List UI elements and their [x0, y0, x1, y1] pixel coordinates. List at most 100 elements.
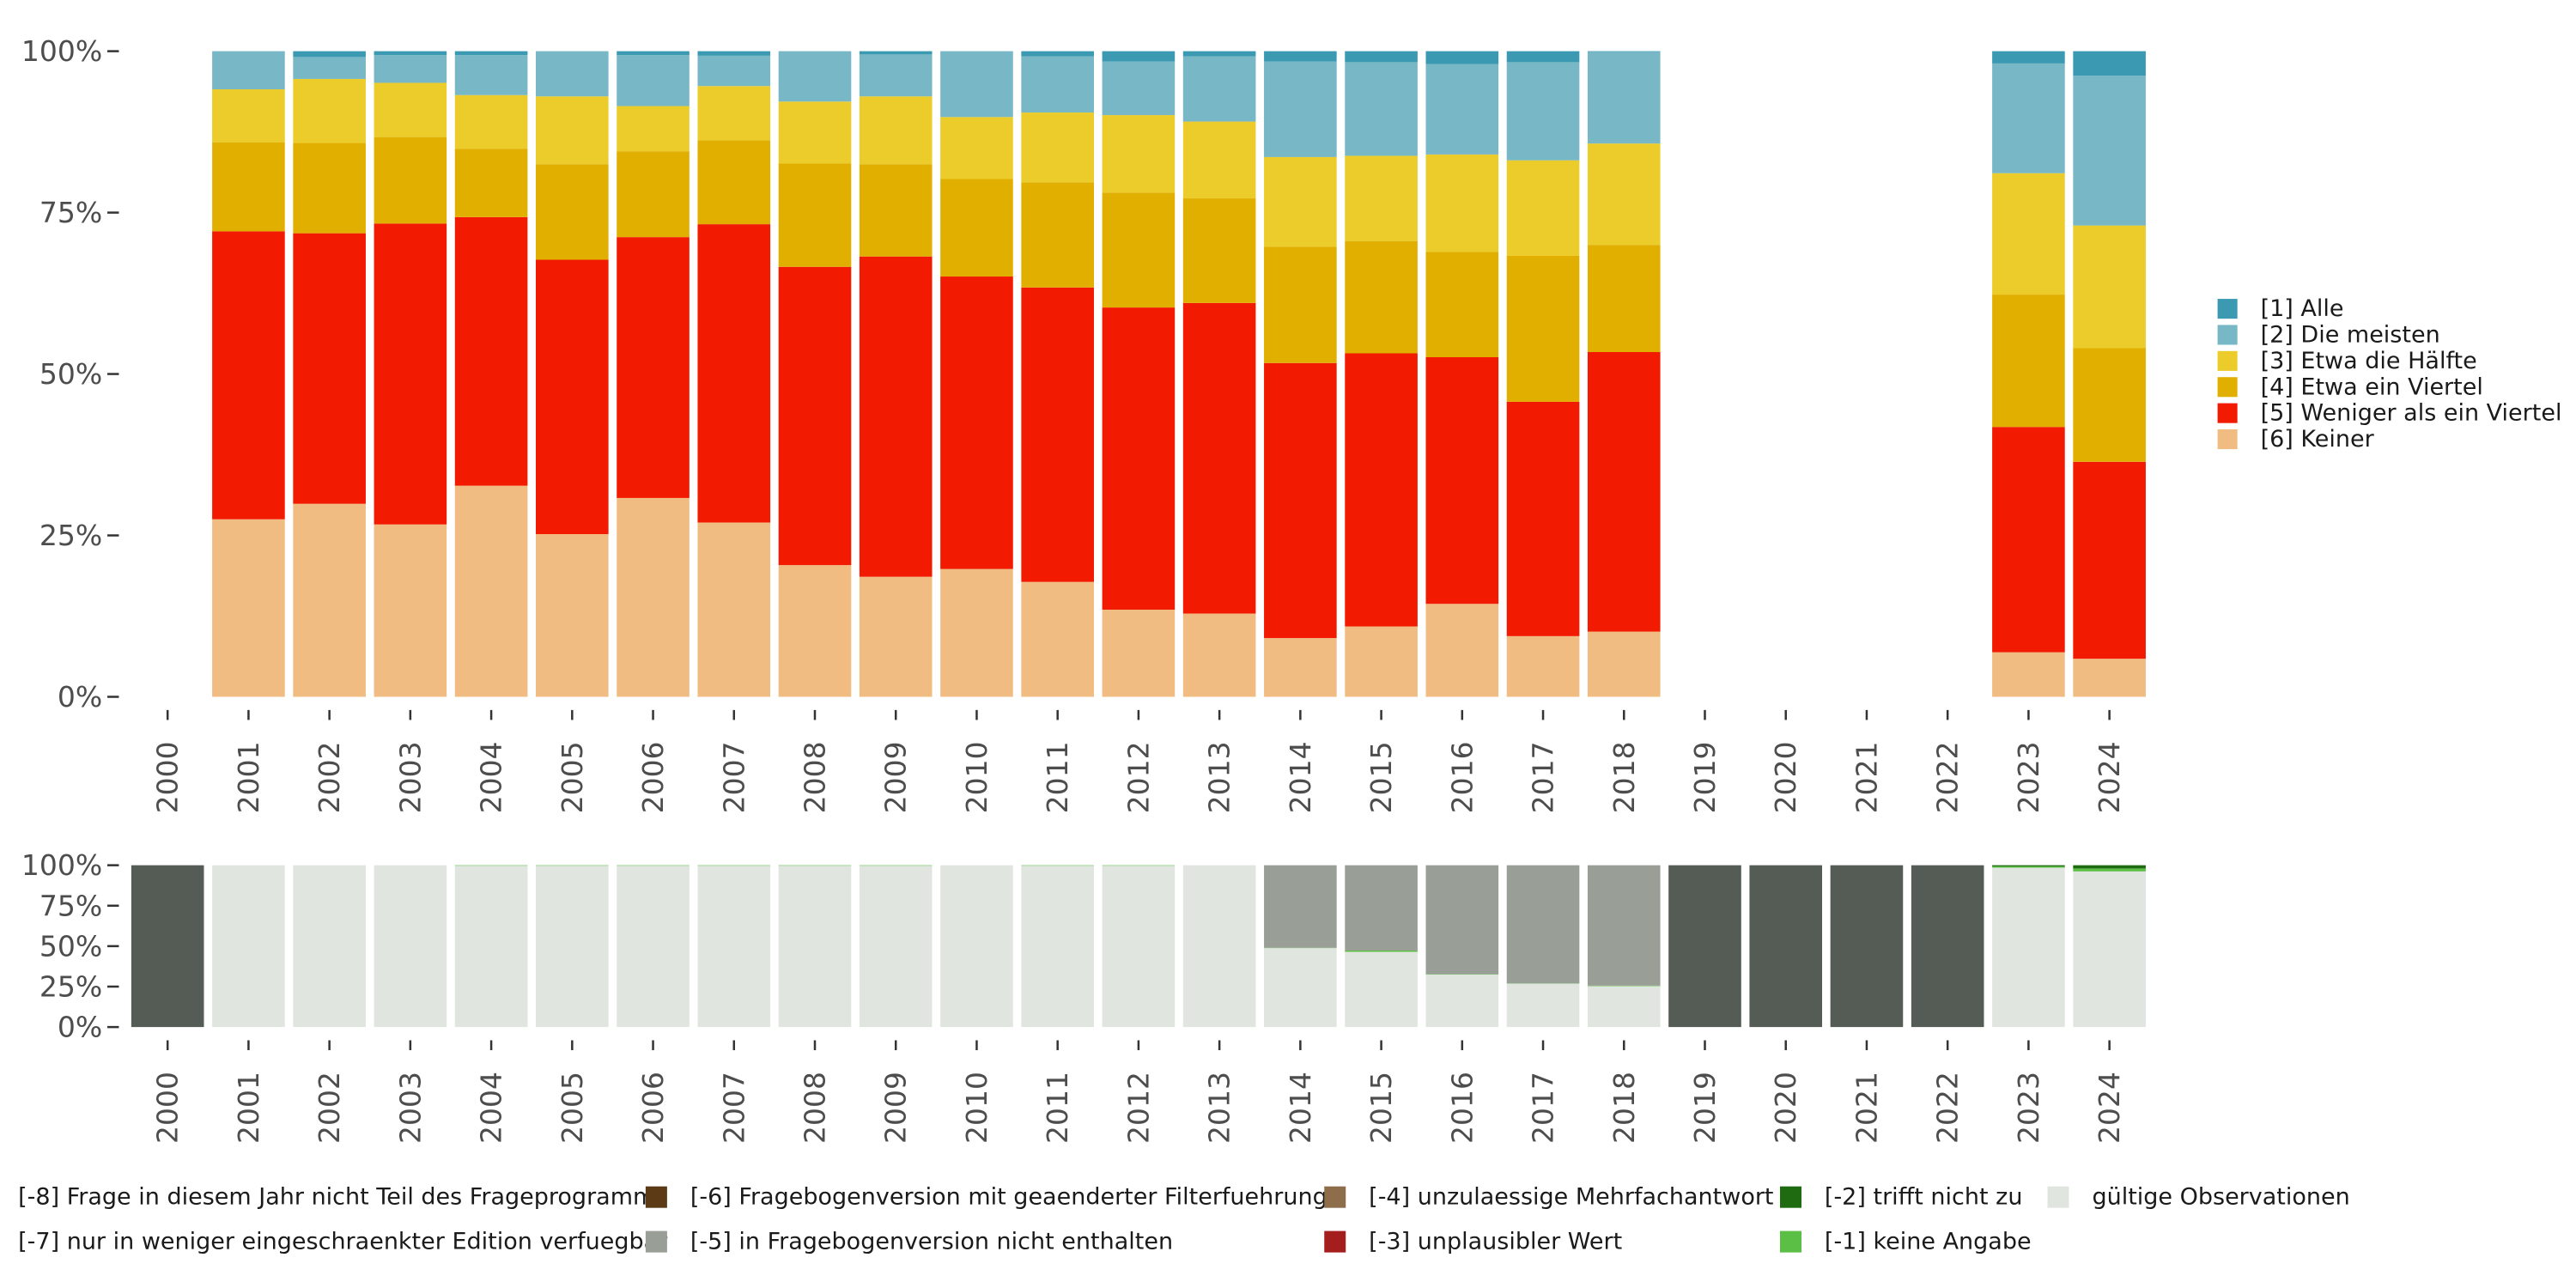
bar-segment-2013-5-weniger-als-ein-viertel	[1182, 302, 1256, 614]
bar-segment-2012-2-die-meisten	[1102, 61, 1176, 116]
x-tick-label: 2003	[393, 1072, 427, 1144]
x-tick-label: 2001	[232, 1072, 265, 1144]
x-tick-label: 2015	[1364, 1072, 1398, 1144]
bar-segment-2023-4-etwa-ein-viertel	[1992, 295, 2065, 428]
bar-segment-2018-4-etwa-ein-viertel	[1587, 245, 1661, 352]
bottom-chart-legend: [-8] Frage in diesem Jahr nicht Teil des…	[18, 1184, 2350, 1255]
x-tick-label: 2006	[636, 741, 670, 813]
bar-segment-2024-1-keine-angabe	[2073, 868, 2146, 872]
bar-segment-2009-6-keiner	[859, 576, 933, 697]
bar-segment-2008-g-ltige-observationen	[778, 866, 852, 1028]
x-tick-label: 2018	[1607, 741, 1641, 813]
bar-segment-2009-g-ltige-observationen	[859, 866, 933, 1028]
legend-key-5-in-fragebogenversion-nicht-enthalten	[645, 1230, 667, 1253]
bar-segment-2013-g-ltige-observationen	[1182, 865, 1256, 1028]
legend-key-4-unzulaessige-mehrfachantwort	[1324, 1186, 1346, 1208]
bar-segment-2010-4-etwa-ein-viertel	[940, 179, 1013, 277]
x-tick-label: 2003	[393, 741, 427, 813]
bar-segment-2018-g-ltige-observationen	[1587, 986, 1661, 1028]
legend-key-4-etwa-ein-viertel	[2217, 377, 2238, 398]
y-tick-label: 0%	[58, 680, 102, 714]
bar-segment-2018-5-in-fragebogenversion-nicht-enthalten	[1587, 865, 1661, 986]
bar-segment-2004-2-die-meisten	[454, 55, 528, 95]
bar-segment-2014-4-etwa-ein-viertel	[1264, 246, 1337, 363]
bar-segment-2024-g-ltige-observationen	[2073, 871, 2146, 1028]
bar-segment-2011-2-die-meisten	[1021, 56, 1094, 113]
bar-segment-2018-3-etwa-die-h-lfte	[1587, 143, 1661, 246]
bar-segment-2009-1-alle	[859, 51, 933, 55]
legend-label-3-etwa-die-h-lfte: [3] Etwa die Hälfte	[2261, 348, 2477, 374]
bar-segment-2013-1-alle	[1182, 51, 1256, 57]
x-tick-label: 2011	[1041, 1072, 1074, 1144]
x-tick-label: 2022	[1931, 741, 1965, 813]
bar-segment-2015-2-die-meisten	[1345, 62, 1418, 156]
bar-segment-2009-2-die-meisten	[859, 54, 933, 97]
bar-segment-2004-g-ltige-observationen	[454, 866, 528, 1028]
bar-segment-2014-6-keiner	[1264, 638, 1337, 697]
top-chart-legend: [1] Alle[2] Die meisten[3] Etwa die Hälf…	[2217, 295, 2562, 453]
bar-segment-2024-2-die-meisten	[2073, 76, 2146, 226]
bar-segment-2014-g-ltige-observationen	[1264, 948, 1337, 1028]
bar-segment-2003-6-keiner	[374, 524, 447, 697]
bar-segment-2004-5-weniger-als-ein-viertel	[454, 216, 528, 486]
x-tick-label: 2020	[1769, 741, 1802, 813]
legend-label-g-ltige-observationen: gültige Observationen	[2092, 1184, 2349, 1211]
bar-segment-2002-6-keiner	[293, 503, 366, 697]
x-tick-label: 2012	[1121, 1072, 1155, 1144]
legend-label-6-keiner: [6] Keiner	[2261, 426, 2375, 453]
x-tick-label: 2005	[556, 1072, 589, 1144]
x-tick-label: 2000	[151, 1072, 185, 1144]
bar-segment-2014-2-die-meisten	[1264, 61, 1337, 157]
x-tick-label: 2007	[717, 1072, 750, 1144]
x-tick-label: 2004	[475, 741, 508, 813]
bar-segment-2010-g-ltige-observationen	[940, 865, 1013, 1028]
bar-segment-2006-6-keiner	[617, 497, 690, 697]
x-tick-label: 2002	[313, 1072, 346, 1144]
legend-key-6-keiner	[2217, 428, 2238, 450]
legend-label-5-weniger-als-ein-viertel: [5] Weniger als ein Viertel	[2261, 400, 2562, 427]
bar-segment-2018-1-keine-angabe	[1587, 985, 1661, 987]
bar-segment-2015-5-in-fragebogenversion-nicht-enthalten	[1345, 865, 1418, 951]
legend-label-6-fragebogenversion-mit-geaenderter-filterfuehrung: [-6] Fragebogenversion mit geaenderter F…	[690, 1184, 1327, 1211]
y-tick-label: 75%	[39, 196, 102, 229]
bar-segment-2012-6-keiner	[1102, 610, 1176, 697]
bar-segment-2010-2-die-meisten	[940, 51, 1013, 118]
bar-segment-2001-3-etwa-die-h-lfte	[212, 88, 285, 143]
bar-segment-2017-2-die-meisten	[1506, 62, 1580, 161]
bar-segment-2016-3-etwa-die-h-lfte	[1425, 154, 1499, 252]
legend-key-5-weniger-als-ein-viertel	[2217, 403, 2238, 423]
legend-key-1-keine-angabe	[1779, 1230, 1801, 1253]
bar-segment-2001-2-die-meisten	[212, 51, 285, 89]
bar-segment-2015-1-alle	[1345, 51, 1418, 63]
bar-segment-2008-5-weniger-als-ein-viertel	[778, 266, 852, 566]
bar-segment-2010-5-weniger-als-ein-viertel	[940, 276, 1013, 569]
y-tick-label: 100%	[21, 848, 102, 882]
x-tick-label: 2006	[636, 1072, 670, 1144]
x-tick-label: 2019	[1688, 741, 1722, 813]
bar-segment-2013-3-etwa-die-h-lfte	[1182, 121, 1256, 199]
bar-segment-2007-5-weniger-als-ein-viertel	[697, 224, 771, 523]
bar-segment-2016-4-etwa-ein-viertel	[1425, 252, 1499, 358]
bar-segment-2002-5-weniger-als-ein-viertel	[293, 233, 366, 504]
bar-segment-2023-5-weniger-als-ein-viertel	[1992, 427, 2065, 653]
bar-segment-2015-3-etwa-die-h-lfte	[1345, 155, 1418, 241]
y-tick-label: 50%	[39, 357, 102, 391]
bottom-chart-panel: 0% 25% 50% 75% 100% 2000 2001 2002 2003 2004 2005 2…	[21, 848, 2146, 1144]
bar-segment-2016-5-in-fragebogenversion-nicht-enthalten	[1425, 865, 1499, 975]
bar-segment-2024-5-weniger-als-ein-viertel	[2073, 461, 2146, 659]
x-tick-label: 2022	[1931, 1072, 1965, 1144]
bar-segment-2023-3-etwa-die-h-lfte	[1992, 173, 2065, 295]
y-tick-label: 50%	[39, 929, 102, 963]
bar-segment-2017-6-keiner	[1506, 635, 1580, 697]
bar-segment-2015-6-keiner	[1345, 626, 1418, 697]
legend-key-3-unplausibler-wert	[1324, 1230, 1346, 1253]
bar-segment-2005-4-etwa-ein-viertel	[536, 164, 609, 260]
bar-segment-2005-g-ltige-observationen	[536, 866, 609, 1028]
bar-segment-2013-2-die-meisten	[1182, 56, 1256, 122]
x-tick-label: 2001	[232, 741, 265, 813]
bar-segment-2003-1-alle	[374, 51, 447, 56]
y-tick-label: 25%	[39, 519, 102, 552]
bar-segment-2020-8-frage-in-diesem-jahr-nicht-teil-des-frageprogramms	[1749, 865, 1823, 1028]
legend-key-6-fragebogenversion-mit-geaenderter-filterfuehrung	[645, 1186, 667, 1208]
bar-segment-2023-2-die-meisten	[1992, 63, 2065, 173]
